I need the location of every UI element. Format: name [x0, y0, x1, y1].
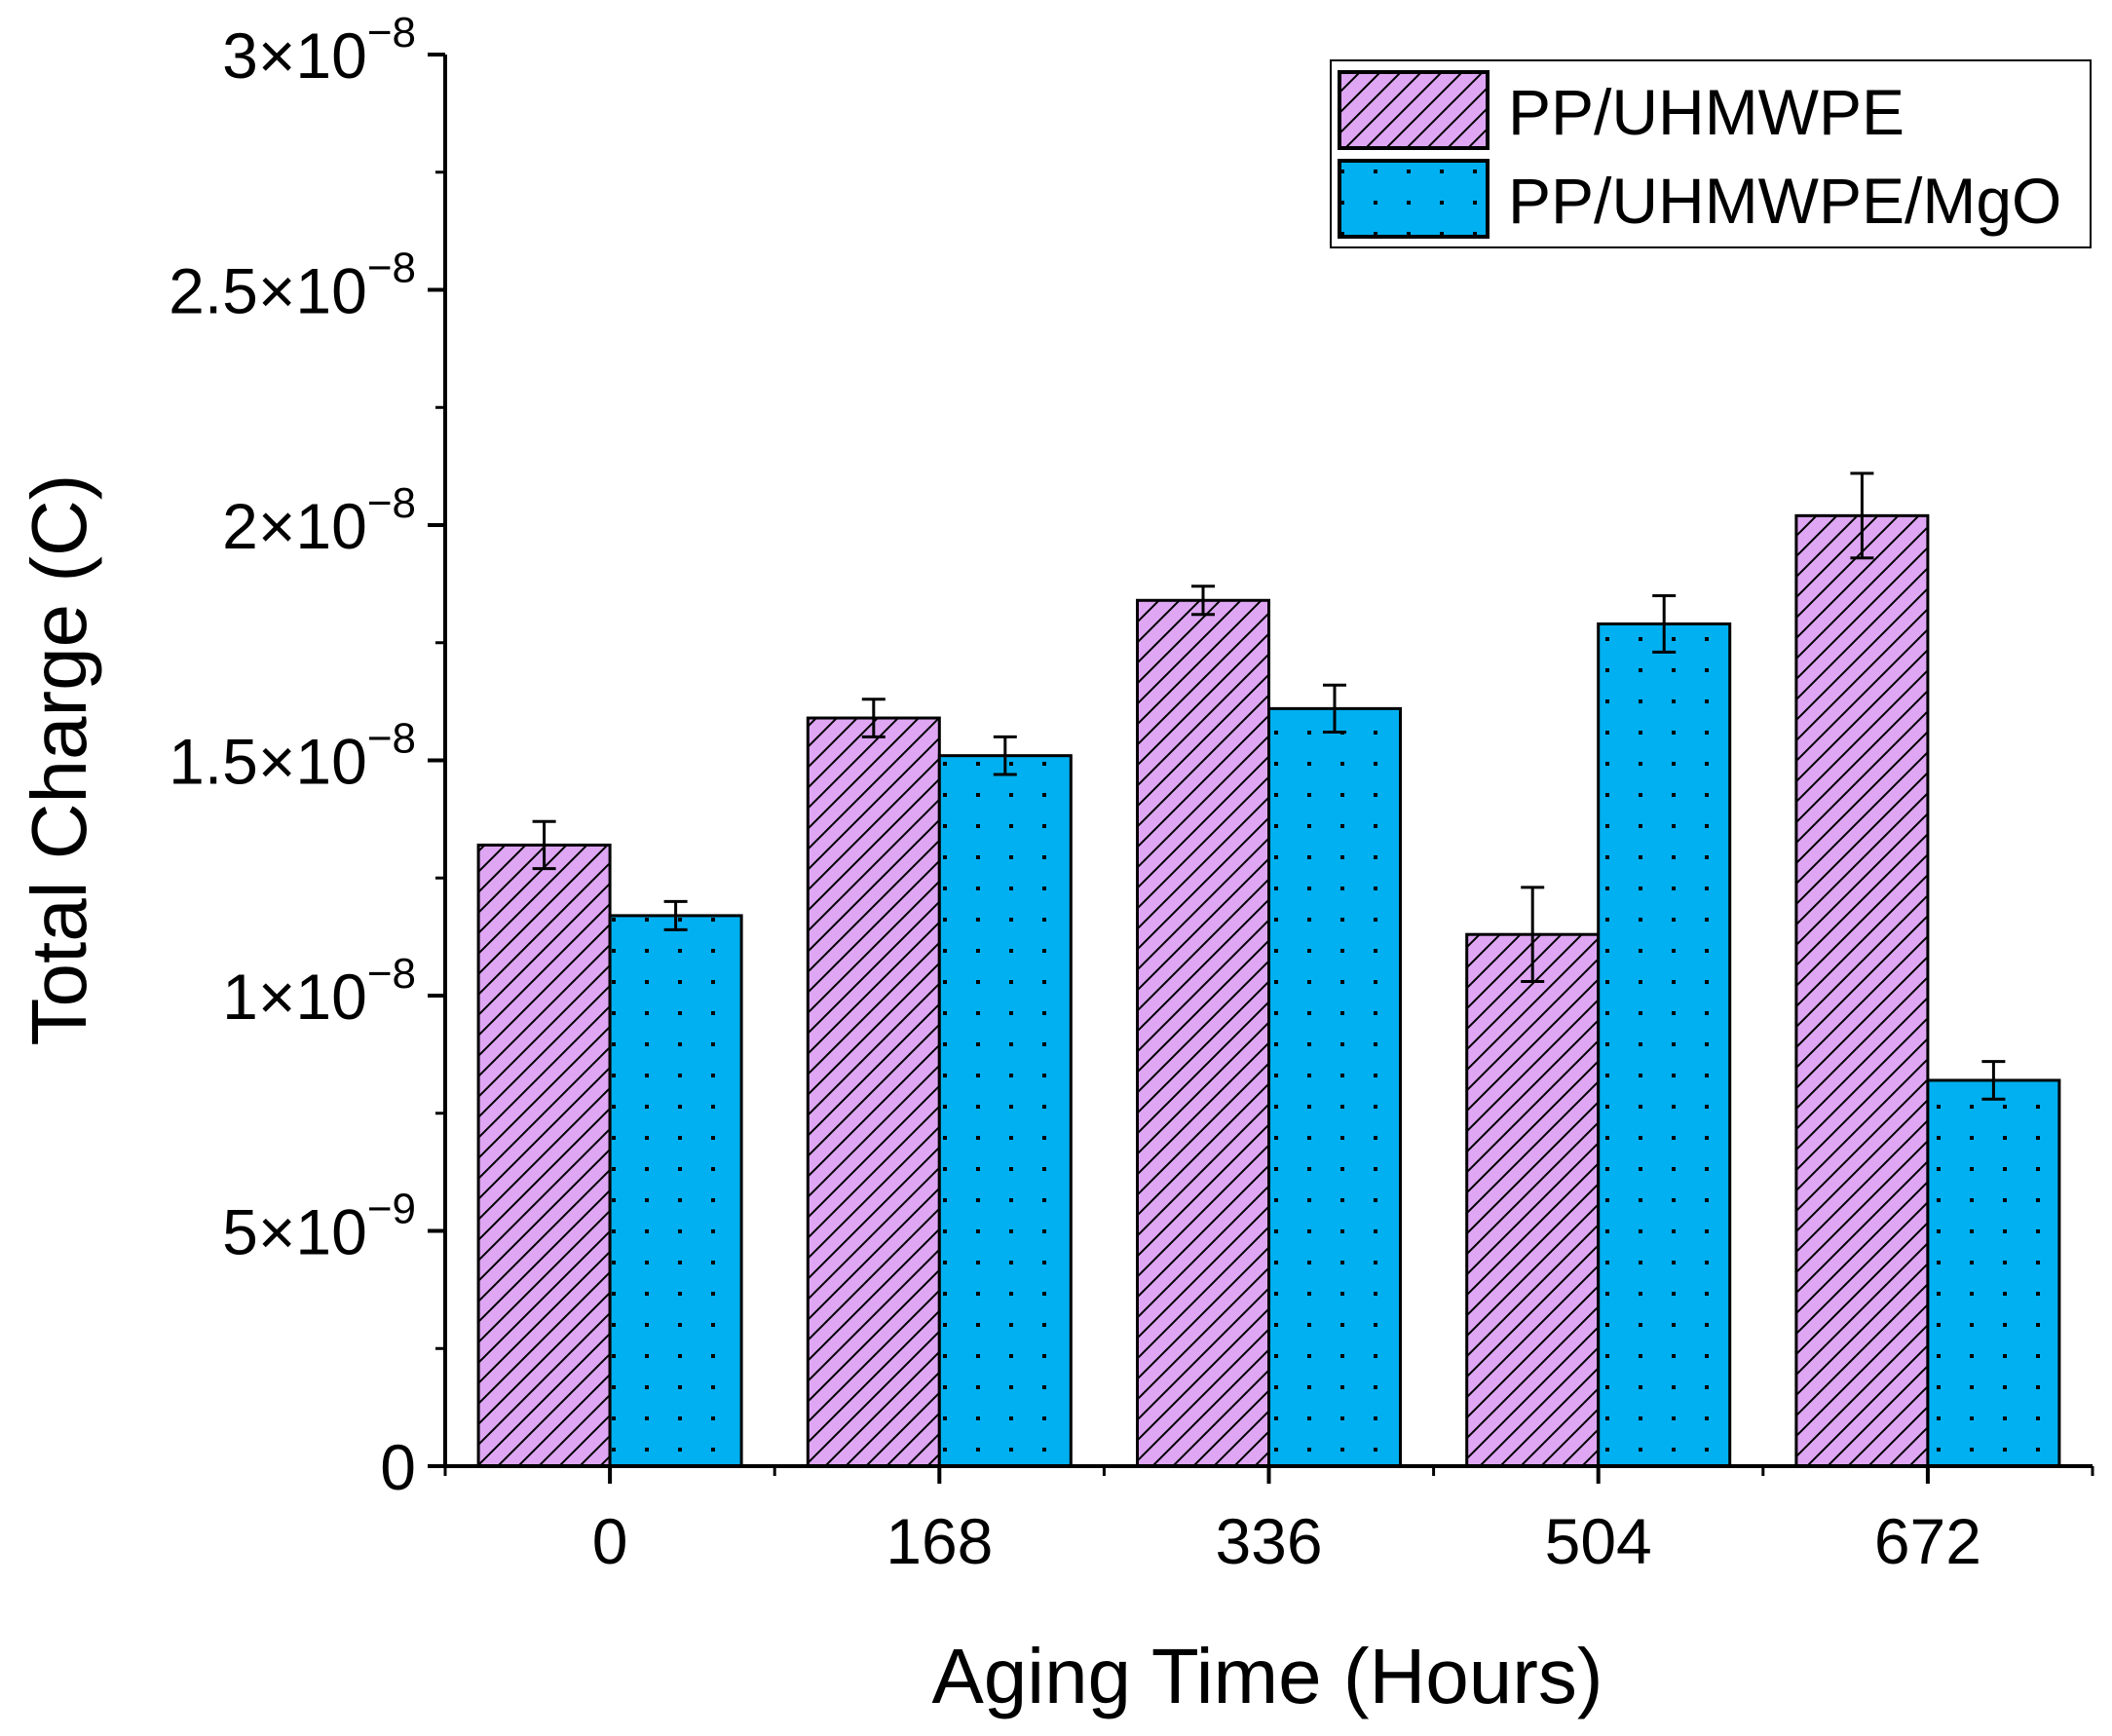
x-tick-label: 504 — [1545, 1505, 1652, 1577]
bar-pp-uhmwpe-mgo-168 — [937, 754, 1073, 1468]
bar-pp-uhmwpe-0 — [476, 843, 612, 1468]
legend-swatch-pp-uhmwpe-mgo — [1338, 159, 1490, 239]
bar-pp-uhmwpe-336 — [1136, 598, 1270, 1468]
error-bar-pp-uhmwpe-mgo-168 — [993, 735, 1017, 776]
x-tick-label: 0 — [592, 1505, 628, 1577]
y-tick-label: 0 — [380, 1431, 416, 1503]
error-bars — [532, 472, 2006, 1101]
error-bar-pp-uhmwpe-mgo-0 — [663, 899, 688, 931]
error-bar-pp-uhmwpe-504 — [1521, 886, 1545, 984]
error-bar-pp-uhmwpe-mgo-504 — [1652, 593, 1677, 654]
y-tick-label: 5×10−9 — [222, 1186, 416, 1268]
y-tick-label: 2×10−8 — [222, 479, 416, 562]
legend-label-pp-uhmwpe: PP/UHMWPE — [1508, 76, 1905, 148]
y-axis-ticks: 0 5×10−9 1×10−8 1.5×10−8 2×10−8 2.5×10−8 3×10−… — [169, 9, 445, 1503]
x-axis-ticks: 0 168 336 504 672 — [443, 1466, 2094, 1577]
error-bar-pp-uhmwpe-mgo-336 — [1323, 683, 1346, 735]
y-tick-label: 3×10−8 — [222, 9, 416, 92]
bar-pp-uhmwpe-mgo-504 — [1597, 622, 1732, 1468]
bar-pp-uhmwpe-672 — [1794, 513, 1930, 1468]
bar-pp-uhmwpe-168 — [806, 716, 941, 1468]
error-bar-pp-uhmwpe-336 — [1191, 585, 1215, 617]
bars — [476, 513, 2061, 1468]
x-axis-title: Aging Time (Hours) — [931, 1633, 1603, 1719]
y-tick-label: 1.5×10−8 — [169, 715, 416, 798]
bar-pp-uhmwpe-mgo-336 — [1267, 706, 1402, 1468]
error-bar-pp-uhmwpe-mgo-672 — [1981, 1060, 2006, 1101]
y-tick-label: 2.5×10−8 — [169, 245, 416, 327]
bar-pp-uhmwpe-mgo-672 — [1926, 1078, 2061, 1468]
error-bar-pp-uhmwpe-0 — [532, 819, 556, 871]
bar-pp-uhmwpe-mgo-0 — [608, 914, 743, 1468]
x-tick-label: 336 — [1215, 1505, 1322, 1577]
bar-pp-uhmwpe-504 — [1465, 932, 1601, 1468]
y-axis-title: Total Charge (C) — [16, 474, 102, 1046]
x-tick-label: 168 — [886, 1505, 993, 1577]
legend-swatch-pp-uhmwpe — [1338, 70, 1490, 150]
error-bar-pp-uhmwpe-168 — [861, 698, 886, 738]
y-tick-label: 1×10−8 — [222, 950, 416, 1033]
x-tick-label: 672 — [1874, 1505, 1981, 1577]
error-bar-pp-uhmwpe-672 — [1850, 472, 1874, 560]
legend: PP/UHMWPE PP/UHMWPE/MgO — [1330, 59, 2092, 248]
legend-label-pp-uhmwpe-mgo: PP/UHMWPE/MgO — [1508, 165, 2061, 237]
